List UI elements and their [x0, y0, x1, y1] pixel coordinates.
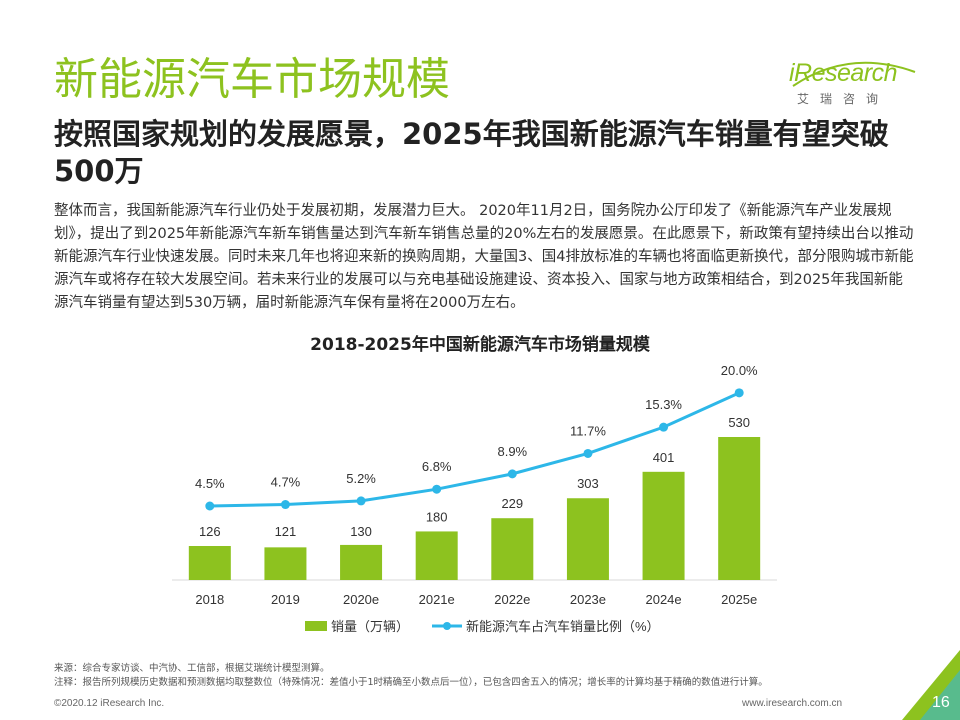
- x-tick-label: 2018: [195, 592, 224, 607]
- legend-line-label: 新能源汽车占汽车销量比例（%）: [466, 619, 660, 634]
- ratio-line: [209, 391, 740, 508]
- ratio-point-2024e: [659, 422, 669, 432]
- bar-2023e: [566, 498, 609, 580]
- bar-value-label: 126: [199, 524, 221, 539]
- bar-2025e: [718, 437, 761, 580]
- logo-subtitle: 艾瑞咨询: [797, 92, 890, 106]
- ratio-value-label: 4.7%: [271, 475, 301, 490]
- bar-value-label: 121: [275, 524, 297, 539]
- bar-2021e: [415, 531, 458, 580]
- ratio-point-2022e: [507, 469, 517, 479]
- bar-value-label: 401: [653, 450, 675, 465]
- sales-chart: 2018 126 2019 121 2020e 130 2021e 180 2022e 229 20…: [172, 363, 777, 634]
- footnotes: 来源：综合专家访谈、中汽协、工信部，根据艾瑞统计模型测算。 注释：报告所列规模历…: [54, 662, 914, 690]
- ratio-value-label: 8.9%: [497, 444, 527, 459]
- x-tick-label: 2022e: [494, 592, 530, 607]
- legend-bar-label: 销量（万辆）: [331, 619, 409, 634]
- iresearch-logo: iResearch 艾瑞咨询: [789, 58, 917, 112]
- ratio-point-2018: [205, 501, 215, 511]
- logo-arc-icon: [792, 61, 916, 87]
- page-title: 新能源汽车市场规模: [54, 54, 450, 105]
- ratio-point-2025e: [734, 388, 744, 398]
- ratio-value-label: 5.2%: [346, 471, 376, 486]
- x-tick-label: 2021e: [419, 592, 455, 607]
- ratio-value-label: 15.3%: [645, 397, 682, 412]
- legend-line-marker: [443, 622, 451, 630]
- bar-value-label: 130: [350, 524, 372, 539]
- ratio-value-label: 11.7%: [570, 423, 606, 438]
- legend-bar-swatch: [305, 621, 327, 631]
- page-number: 16: [932, 694, 950, 711]
- chart-title: 2018-2025年中国新能源汽车市场销量规模: [310, 335, 650, 355]
- ratio-point-2021e: [432, 484, 442, 494]
- bar-value-label: 303: [577, 476, 599, 491]
- x-tick-label: 2023e: [570, 592, 606, 607]
- bar-2022e: [491, 518, 534, 580]
- intro-paragraph: 整体而言，我国新能源汽车行业仍处于发展初期，发展潜力巨大。 2020年11月2日…: [54, 203, 914, 311]
- logo-brand: iResearch: [789, 59, 898, 87]
- bar-value-label: 530: [728, 415, 750, 430]
- bar-2024e: [642, 471, 685, 580]
- remark-note: 注释：报告所列规模历史数据和预测数据均取整数位（特殊情况：差值小于1时精确至小数…: [54, 677, 768, 688]
- x-tick-label: 2019: [271, 592, 300, 607]
- ratio-value-label: 6.8%: [422, 459, 452, 474]
- bar-value-label: 229: [501, 496, 523, 511]
- x-tick-label: 2020e: [343, 592, 379, 607]
- bar-2020e: [340, 544, 383, 580]
- ratio-point-2023e: [583, 448, 593, 458]
- source-note: 来源：综合专家访谈、中汽协、工信部，根据艾瑞统计模型测算。: [54, 663, 330, 674]
- bar-value-label: 180: [426, 509, 448, 524]
- copyright-text: ©2020.12 iResearch Inc.: [54, 698, 165, 709]
- bar-2018: [188, 546, 231, 580]
- x-tick-label: 2025e: [721, 592, 757, 607]
- page-subtitle: 按照国家规划的发展愿景，2025年我国新能源汽车销量有望突破500万: [54, 117, 889, 188]
- ratio-point-2020e: [356, 496, 366, 506]
- ratio-value-label: 4.5%: [195, 476, 225, 491]
- bar-2019: [264, 547, 307, 580]
- website-url[interactable]: www.iresearch.com.cn: [742, 698, 843, 709]
- ratio-point-2019: [280, 500, 290, 510]
- ratio-value-label: 20.0%: [721, 363, 758, 378]
- x-tick-label: 2024e: [645, 592, 681, 607]
